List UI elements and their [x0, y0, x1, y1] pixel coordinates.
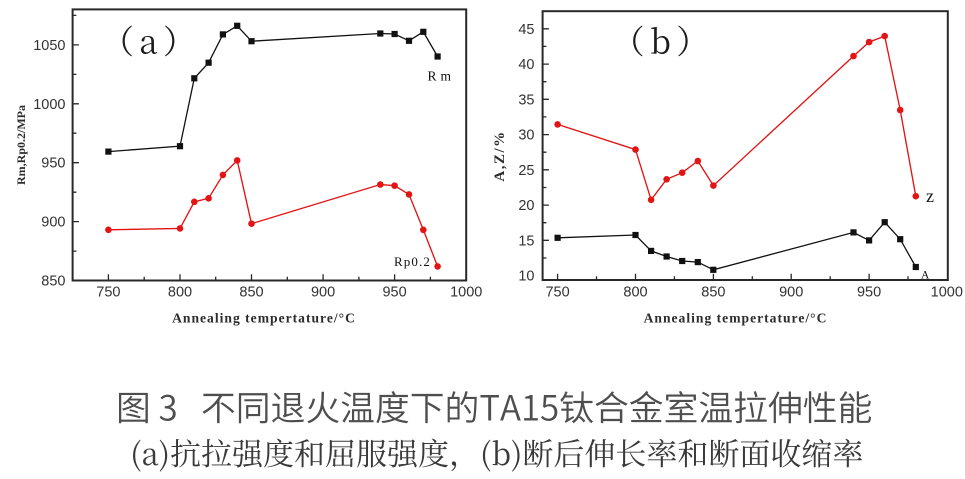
svg-text:Rm,Rp0.2/MPa: Rm,Rp0.2/MPa — [14, 105, 28, 185]
svg-text:40: 40 — [518, 57, 534, 73]
svg-text:900: 900 — [779, 285, 803, 301]
svg-text:900: 900 — [41, 215, 65, 231]
svg-text:A,Z/%: A,Z/% — [492, 130, 508, 181]
svg-text:Annealing tempertature/°C: Annealing tempertature/°C — [644, 311, 828, 326]
svg-text:800: 800 — [168, 285, 192, 301]
svg-text:800: 800 — [623, 285, 647, 301]
svg-text:Annealing tempertature/°C: Annealing tempertature/°C — [172, 311, 356, 326]
svg-text:20: 20 — [518, 198, 534, 214]
svg-text:15: 15 — [518, 233, 534, 249]
svg-text:35: 35 — [518, 92, 534, 108]
svg-text:1000: 1000 — [931, 285, 963, 301]
svg-text:30: 30 — [518, 128, 534, 144]
svg-text:950: 950 — [382, 285, 406, 301]
svg-text:1050: 1050 — [33, 38, 65, 54]
svg-text:1000: 1000 — [450, 285, 482, 301]
svg-text:25: 25 — [518, 163, 534, 179]
svg-text:850: 850 — [41, 274, 65, 290]
svg-text:850: 850 — [239, 285, 263, 301]
svg-text:10: 10 — [518, 269, 534, 285]
svg-text:Rp0.2: Rp0.2 — [394, 254, 431, 269]
svg-text:750: 750 — [96, 285, 120, 301]
svg-text:Rm: Rm — [428, 69, 456, 84]
svg-text:z: z — [926, 186, 934, 206]
svg-text:750: 750 — [545, 285, 569, 301]
svg-text:900: 900 — [311, 285, 335, 301]
svg-text:950: 950 — [41, 156, 65, 172]
svg-text:1000: 1000 — [33, 97, 65, 113]
svg-text:45: 45 — [518, 22, 534, 38]
svg-text:950: 950 — [857, 285, 881, 301]
svg-text:850: 850 — [701, 285, 725, 301]
svg-text:A: A — [921, 270, 930, 282]
